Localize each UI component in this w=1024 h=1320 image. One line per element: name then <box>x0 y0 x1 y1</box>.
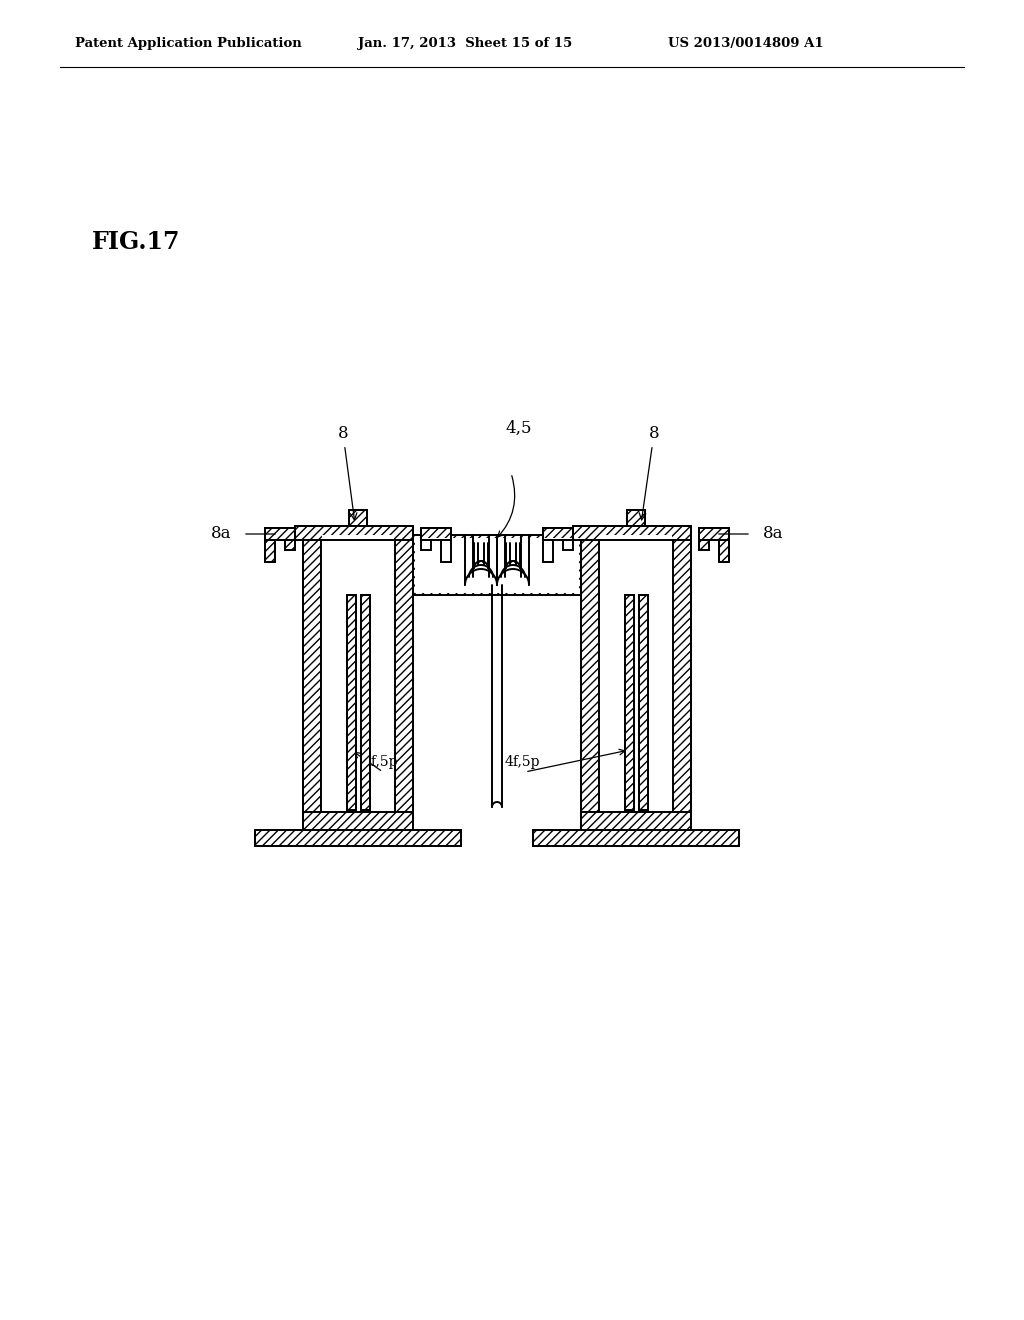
Bar <box>639 595 647 810</box>
Bar <box>563 540 573 550</box>
Text: 4f,5p: 4f,5p <box>362 755 398 770</box>
Text: Jan. 17, 2013  Sheet 15 of 15: Jan. 17, 2013 Sheet 15 of 15 <box>358 37 572 50</box>
Bar <box>719 540 729 562</box>
Text: 8a: 8a <box>211 525 231 543</box>
Bar <box>322 535 394 812</box>
Bar <box>349 510 367 525</box>
Bar <box>413 535 581 595</box>
Bar <box>581 540 599 812</box>
Bar <box>395 540 413 812</box>
Bar <box>639 595 647 810</box>
Bar <box>360 595 370 810</box>
Bar <box>534 830 739 846</box>
Text: FIG.17: FIG.17 <box>92 230 180 253</box>
Bar <box>625 595 634 810</box>
Bar <box>346 595 355 810</box>
Bar <box>625 595 634 810</box>
Bar <box>265 528 295 540</box>
Bar <box>265 540 275 562</box>
Bar <box>421 540 431 550</box>
Bar <box>699 528 729 540</box>
Bar <box>441 540 451 562</box>
Text: US 2013/0014809 A1: US 2013/0014809 A1 <box>668 37 823 50</box>
Bar <box>303 812 413 830</box>
Bar <box>563 540 573 550</box>
Text: 8a: 8a <box>763 525 783 543</box>
Bar <box>625 595 634 810</box>
Bar <box>543 528 573 540</box>
Text: 8: 8 <box>338 425 357 520</box>
Bar <box>360 595 370 810</box>
Bar <box>534 830 739 846</box>
Bar <box>673 540 691 812</box>
Bar <box>255 830 461 846</box>
Bar <box>639 595 647 810</box>
Bar <box>543 528 573 540</box>
Bar <box>360 595 370 810</box>
Bar <box>415 539 579 593</box>
Text: Patent Application Publication: Patent Application Publication <box>75 37 302 50</box>
Bar <box>360 595 370 810</box>
Bar <box>303 540 321 812</box>
Bar <box>255 830 461 846</box>
Bar <box>349 510 367 525</box>
Bar <box>421 528 451 540</box>
Text: 4,5: 4,5 <box>505 420 531 437</box>
Bar <box>625 595 634 810</box>
Bar <box>627 510 645 525</box>
Bar <box>719 540 729 562</box>
Bar <box>265 528 295 540</box>
Bar <box>699 528 729 540</box>
Bar <box>346 595 355 810</box>
Bar <box>346 595 355 810</box>
Bar <box>543 540 553 562</box>
Bar <box>699 540 709 550</box>
Bar <box>421 540 431 550</box>
Bar <box>441 540 451 562</box>
Bar <box>600 535 672 812</box>
Bar <box>599 540 673 812</box>
Bar <box>543 540 553 562</box>
Bar <box>639 595 647 810</box>
Bar <box>295 525 413 540</box>
Bar <box>295 525 413 540</box>
Text: 8: 8 <box>639 425 659 520</box>
Text: 4f,5p: 4f,5p <box>505 755 541 770</box>
Bar <box>627 510 645 525</box>
Bar <box>581 812 691 830</box>
Bar <box>285 540 295 550</box>
Bar <box>573 525 691 540</box>
Bar <box>346 595 355 810</box>
Bar <box>573 525 691 540</box>
Bar <box>421 528 451 540</box>
Bar <box>321 540 395 812</box>
Bar <box>265 540 275 562</box>
Bar <box>285 540 295 550</box>
Bar <box>699 540 709 550</box>
